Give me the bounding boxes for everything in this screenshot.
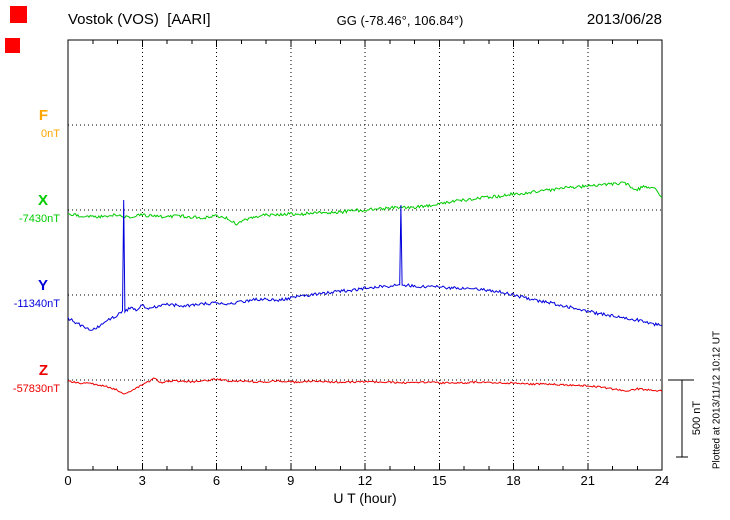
x-axis-title: U T (hour) <box>333 490 397 506</box>
x-tick-label-15: 15 <box>432 473 447 488</box>
component-label-f: F <box>38 107 48 124</box>
plotted-timestamp: Plotted at 2013/11/12 10:12 UT <box>711 330 723 470</box>
component-baseline-f: 0nT <box>41 128 60 140</box>
scalebar-label: 500 nT <box>691 400 703 436</box>
component-baseline-y: -11340nT <box>13 298 60 310</box>
station-title: Vostok (VOS) [AARI] <box>68 11 211 28</box>
x-tick-label-12: 12 <box>357 473 373 488</box>
x-tick-label-3: 3 <box>138 473 146 488</box>
x-tick-label-0: 0 <box>64 473 72 488</box>
trace-y <box>68 199 662 331</box>
component-label-z: Z <box>38 362 48 379</box>
x-tick-label-9: 9 <box>287 473 295 488</box>
trace-z <box>68 377 662 395</box>
component-baseline-z: -57830nT <box>12 383 60 395</box>
x-tick-label-6: 6 <box>212 473 221 488</box>
x-tick-label-21: 21 <box>580 473 595 488</box>
plot-date: 2013/06/28 <box>586 11 662 28</box>
geo-coordinates: GG (-78.46°, 106.84°) <box>336 13 464 28</box>
component-baseline-x: -7430nT <box>19 213 60 225</box>
corner-marker-2 <box>5 38 20 53</box>
component-label-x: X <box>37 192 48 209</box>
x-tick-label-18: 18 <box>506 473 521 488</box>
component-label-y: Y <box>37 277 48 294</box>
trace-x <box>68 181 662 226</box>
x-tick-label-24: 24 <box>654 473 670 488</box>
corner-marker-1 <box>10 6 27 23</box>
